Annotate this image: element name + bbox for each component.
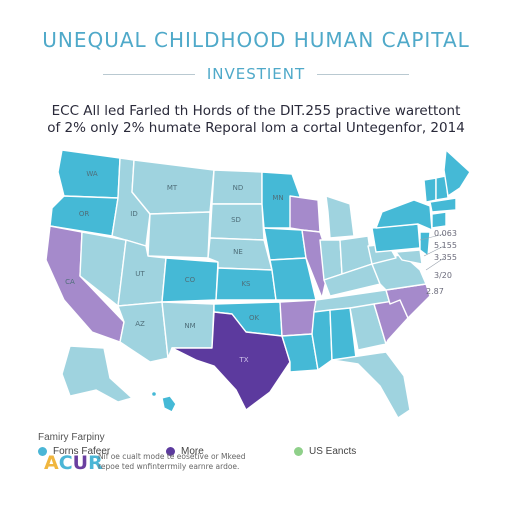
divider-left bbox=[102, 73, 195, 75]
state-wy[interactable] bbox=[147, 211, 211, 259]
footnote-line-2: repoe ted wnfinterrmily earnre ardoe. bbox=[98, 462, 240, 471]
label-id: ID bbox=[130, 210, 137, 218]
legend-label: More bbox=[181, 446, 204, 457]
page-subtitle: INVESTIENT bbox=[206, 65, 306, 83]
state-ct[interactable] bbox=[431, 211, 447, 229]
legend-swatch bbox=[294, 447, 303, 456]
label-wa: WA bbox=[86, 170, 98, 178]
state-md[interactable] bbox=[395, 249, 423, 265]
state-ma[interactable] bbox=[429, 197, 457, 213]
state-az[interactable] bbox=[117, 301, 169, 363]
label-mt: MT bbox=[167, 184, 178, 192]
divider-right bbox=[317, 73, 410, 75]
scale-label-2: 5.155 bbox=[434, 241, 457, 250]
headline-line-1: ECC All led Farled th Hords of the DIT.2… bbox=[51, 103, 461, 119]
state-tx[interactable] bbox=[171, 311, 291, 411]
scale-labels: 0.063 5.155 3.355 3/20 2.87 bbox=[426, 228, 457, 298]
subtitle-row: INVESTIENT bbox=[0, 62, 512, 86]
leader-line-1 bbox=[419, 233, 445, 241]
state-fl[interactable] bbox=[331, 351, 411, 419]
footnote-line-1: Nif oe cualt mode te eosetive or Mkeed bbox=[98, 452, 246, 461]
legend-item-us: US Eancts bbox=[294, 446, 356, 457]
label-mn: MN bbox=[272, 194, 283, 202]
state-la[interactable] bbox=[281, 333, 319, 373]
state-ia[interactable] bbox=[263, 227, 307, 261]
legend-swatch bbox=[38, 447, 47, 456]
logo-letter-c: C bbox=[58, 452, 73, 474]
label-nd: ND bbox=[233, 184, 244, 192]
scale-label-4: 3/20 bbox=[434, 271, 452, 280]
legend-item-more: More bbox=[166, 446, 204, 457]
state-ms[interactable] bbox=[311, 309, 333, 371]
logo-letter-a: A bbox=[44, 452, 59, 474]
leader-line-2 bbox=[423, 245, 445, 257]
label-ut: UT bbox=[135, 270, 145, 278]
state-hi[interactable] bbox=[161, 395, 177, 413]
state-hi-islet bbox=[150, 390, 158, 398]
label-ne: NE bbox=[233, 248, 243, 256]
label-sd: SD bbox=[231, 216, 241, 224]
label-tx: TX bbox=[238, 356, 248, 364]
state-nj[interactable] bbox=[419, 231, 431, 257]
page-title: UNEQUAL CHILDHOOD HUMAN CAPITAL bbox=[42, 28, 470, 52]
scale-label-1: 0.063 bbox=[434, 229, 457, 238]
scale-label-5: 2.87 bbox=[426, 287, 444, 296]
headline: ECC All led Farled th Hords of the DIT.2… bbox=[0, 103, 512, 137]
state-mi[interactable] bbox=[325, 195, 355, 239]
state-mo[interactable] bbox=[269, 257, 317, 301]
legend-heading: Famiry Farpiny bbox=[38, 432, 105, 443]
legend-label: US Eancts bbox=[309, 446, 357, 457]
state-in[interactable] bbox=[319, 239, 343, 281]
logo: ACUR bbox=[44, 452, 103, 474]
headline-line-2: of 2% only 2% humate Reporal lom a corta… bbox=[47, 120, 465, 136]
label-ok: OK bbox=[249, 314, 260, 322]
label-nm: NM bbox=[184, 322, 195, 330]
state-or[interactable] bbox=[49, 195, 119, 237]
label-az: AZ bbox=[135, 320, 145, 328]
label-co: CO bbox=[185, 276, 196, 284]
footnote: Nif oe cualt mode te eosetive or Mkeed r… bbox=[98, 452, 246, 472]
state-nh[interactable] bbox=[435, 175, 449, 201]
state-ny[interactable] bbox=[375, 199, 433, 231]
state-ar[interactable] bbox=[279, 299, 317, 337]
scale-label-3: 3.355 bbox=[434, 253, 457, 262]
label-ca: CA bbox=[65, 278, 75, 286]
legend-label: Forns Fafeer bbox=[53, 446, 111, 457]
state-wi[interactable] bbox=[289, 195, 321, 233]
state-me[interactable] bbox=[443, 149, 471, 197]
state-ak[interactable] bbox=[61, 345, 133, 403]
legend-swatch bbox=[166, 447, 175, 456]
leader-line-3 bbox=[425, 257, 445, 271]
label-ks: KS bbox=[241, 280, 251, 288]
legend-item-forns: Forns Fafeer bbox=[38, 446, 110, 457]
label-or: OR bbox=[79, 210, 90, 218]
logo-letter-r: R bbox=[88, 452, 103, 474]
logo-letter-u: U bbox=[72, 452, 89, 474]
state-vt[interactable] bbox=[423, 177, 437, 203]
